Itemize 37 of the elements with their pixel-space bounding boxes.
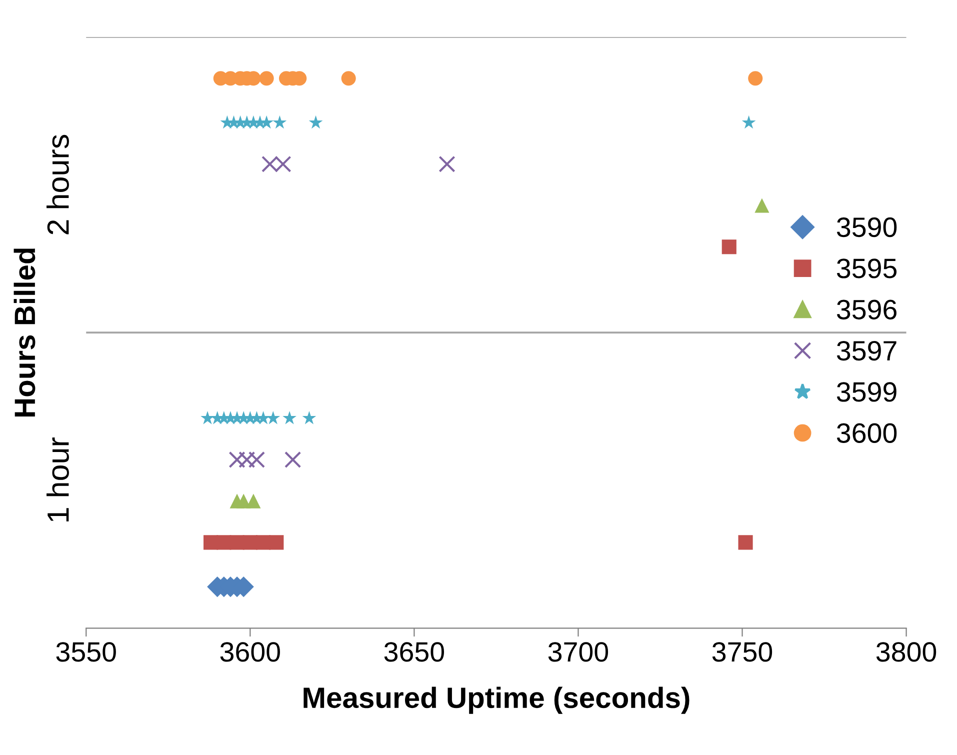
y-tick-label: 2 hours	[46, 134, 69, 234]
x-tick-label: 3750	[712, 642, 772, 662]
legend-label: 3596	[836, 300, 896, 320]
legend-label: 3595	[836, 258, 897, 278]
point	[269, 535, 284, 550]
x-tick-label: 3550	[56, 642, 116, 662]
y-axis-title: Hours Billed	[14, 248, 36, 417]
x-tick-label: 3600	[220, 642, 280, 662]
point	[754, 198, 770, 213]
legend-label: 3597	[836, 340, 896, 361]
point	[246, 494, 261, 508]
legend-label: 3599	[836, 382, 896, 402]
point	[228, 451, 246, 468]
point	[738, 535, 753, 550]
x-axis-title: Measured Uptime (seconds)	[304, 686, 690, 714]
point	[216, 535, 232, 550]
x-tick-label: 3700	[548, 642, 608, 662]
point	[308, 115, 323, 129]
point	[742, 115, 756, 129]
point	[748, 71, 763, 86]
x-tick-label: 3650	[384, 642, 444, 662]
point	[248, 451, 266, 468]
point	[259, 71, 274, 86]
point	[200, 411, 214, 424]
point	[438, 156, 456, 172]
y-tick-label: 1 hour	[46, 438, 69, 522]
point	[272, 115, 287, 129]
point	[284, 451, 302, 468]
legend-label: 3600	[836, 423, 897, 443]
legend-label: 3590	[836, 217, 897, 238]
point	[266, 411, 280, 424]
point	[238, 451, 256, 468]
point	[722, 240, 736, 254]
point	[302, 411, 316, 424]
x-tick-label: 3800	[876, 642, 936, 662]
point	[282, 411, 296, 424]
point	[341, 71, 356, 86]
